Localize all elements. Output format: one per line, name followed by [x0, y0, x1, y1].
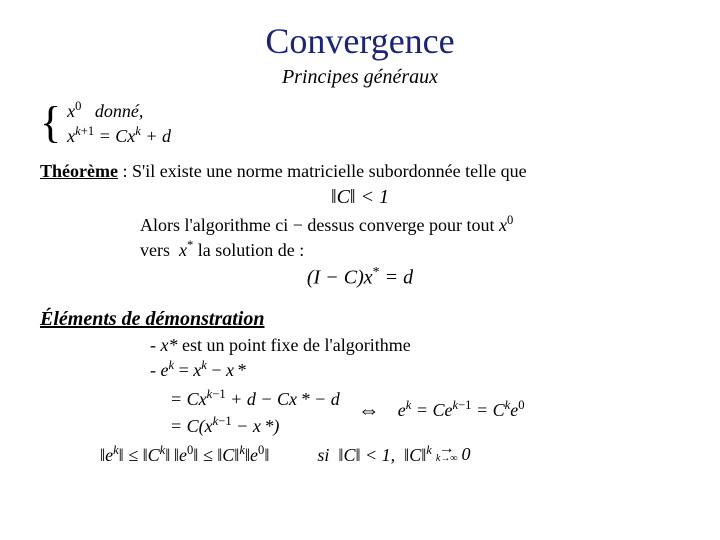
theorem-condition: ‖C‖ < 1	[40, 186, 680, 209]
theorem-equation: (I − C)x* = d	[40, 265, 680, 290]
proof-bullet-2: - ek = xk − x *	[40, 358, 680, 381]
page-title: Convergence	[40, 20, 680, 62]
init-system: { x0 donné, xk+1 = Cxk + d	[40, 99, 680, 147]
subtitle: Principes généraux	[40, 66, 680, 89]
proof-heading: Éléments de démonstration	[40, 308, 680, 331]
init-line-1: x0 donné,	[67, 99, 171, 122]
theorem-line-b: vers x* la solution de :	[40, 238, 680, 261]
brace-icon: {	[40, 101, 61, 145]
limit-arrow-icon: → k→∞	[436, 444, 458, 464]
deriv-line-2: = C(xk−1 − x *)	[170, 410, 340, 437]
theorem-label: Théorème : S'il existe une norme matrici…	[40, 161, 680, 182]
derivation: = Cxk−1 + d − Cx * − d = C(xk−1 − x *) ⇔…	[40, 383, 680, 437]
limit-value: 0	[461, 444, 470, 465]
init-line-2: xk+1 = Cxk + d	[67, 124, 171, 147]
deriv-rhs: ek = Cek−1 = Cke0	[398, 398, 525, 421]
final-cond: si ‖C‖ < 1, ‖C‖k	[317, 443, 432, 466]
final-inequality: ‖ek‖ ≤ ‖Ck‖ ‖e0‖ ≤ ‖C‖k‖e0‖ si ‖C‖ < 1, …	[40, 443, 680, 466]
theorem-line-a: Alors l'algorithme ci − dessus converge …	[40, 213, 680, 236]
final-ineq: ‖ek‖ ≤ ‖Ck‖ ‖e0‖ ≤ ‖C‖k‖e0‖	[100, 443, 269, 466]
iff-icon: ⇔	[340, 397, 398, 423]
proof-bullet-1: - x* est un point fixe de l'algorithme	[40, 335, 680, 356]
deriv-line-1: = Cxk−1 + d − Cx * − d	[170, 383, 340, 410]
